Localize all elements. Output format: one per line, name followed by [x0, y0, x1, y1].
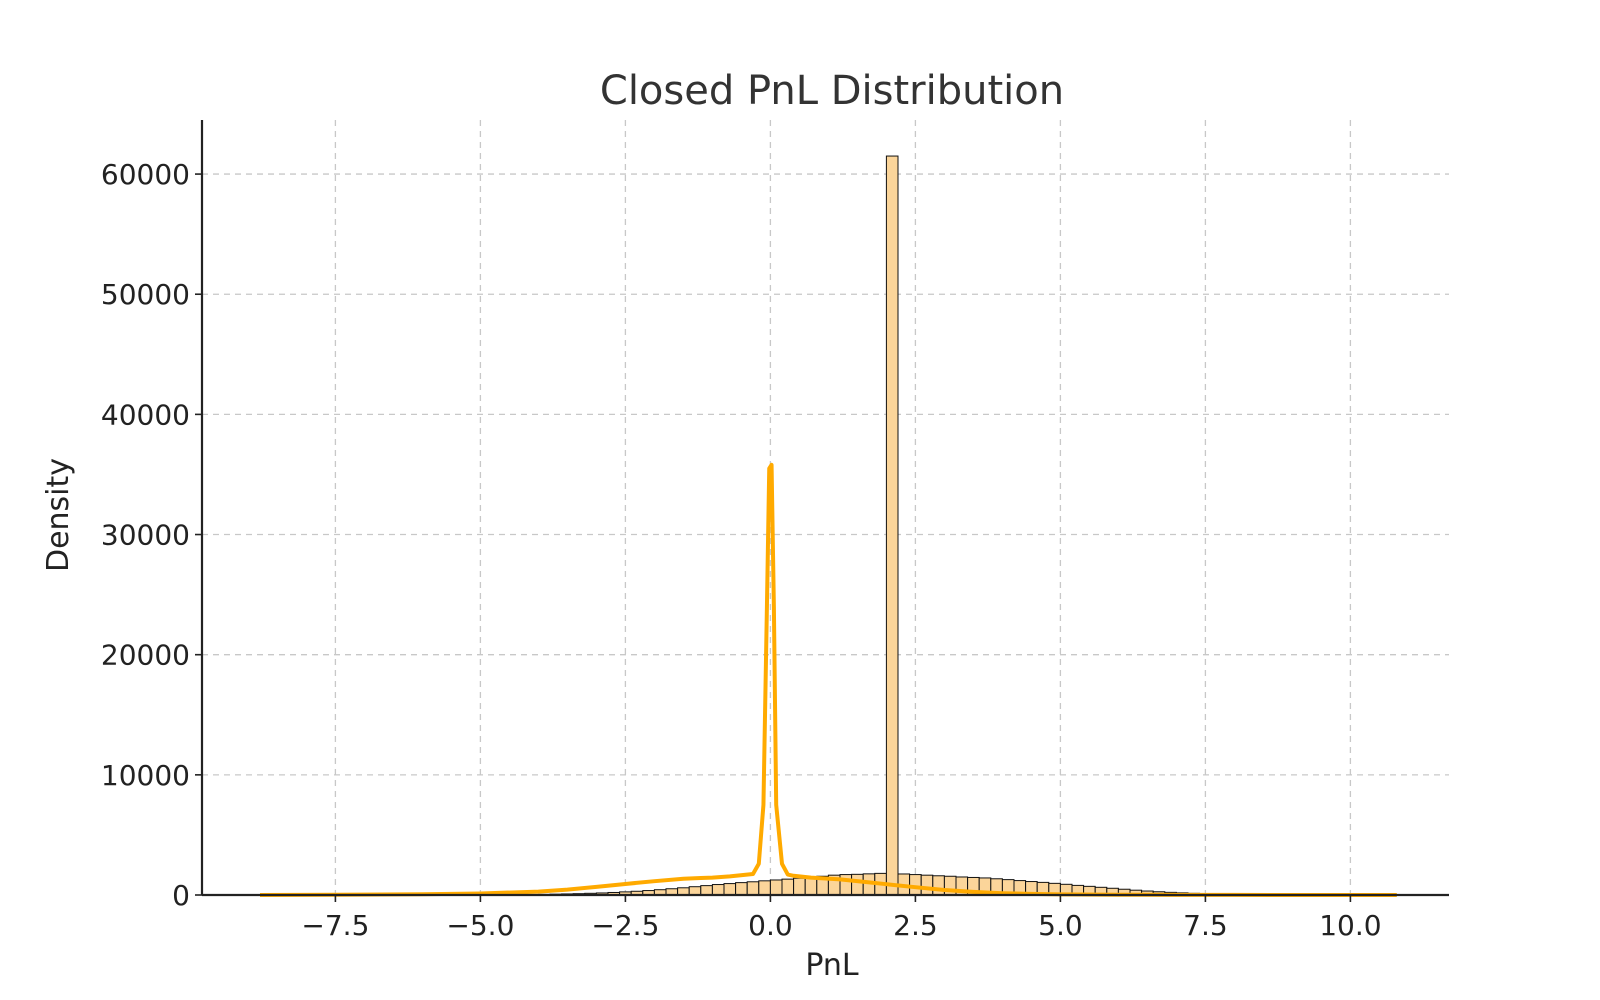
y-tick-label: 0 [172, 879, 190, 912]
grid [202, 120, 1449, 895]
histogram-bar [781, 878, 795, 896]
kde-curve-group [259, 462, 1397, 897]
histogram-bar [769, 879, 783, 896]
histogram-bar [851, 873, 864, 896]
histogram-bar [758, 880, 771, 896]
y-tick-label: 20000 [101, 639, 190, 672]
x-tick-label: −7.5 [301, 909, 369, 942]
histogram-bar [688, 886, 702, 896]
x-tick-label: −5.0 [446, 909, 514, 942]
y-tick-label: 40000 [101, 398, 190, 431]
y-tick-label: 30000 [101, 519, 190, 552]
x-tick-label: −2.5 [591, 909, 659, 942]
histogram-bar [885, 155, 899, 896]
histogram-bar [932, 875, 945, 896]
histogram-bar [920, 874, 934, 896]
histogram-bar [804, 876, 818, 896]
x-tick-label: 2.5 [893, 909, 938, 942]
histogram-bar [700, 885, 713, 896]
x-tick-label: 10.0 [1319, 909, 1381, 942]
y-tick-label: 60000 [101, 158, 190, 191]
y-axis-label: Density [41, 458, 76, 572]
y-tick-label: 10000 [101, 759, 190, 792]
histogram-bar [735, 882, 748, 896]
chart-title: Closed PnL Distribution [600, 68, 1064, 114]
axes [200, 120, 1449, 897]
x-axis-label: PnL [805, 948, 859, 983]
x-tick-label: 5.0 [1038, 909, 1083, 942]
histogram-bar [746, 881, 760, 896]
histogram-bar [793, 877, 806, 896]
kde-curve [259, 462, 1397, 897]
tick-labels: −7.5 −5.0 −2.5 0.0 2.5 5.0 7.5 10.0 0 10000 20000 3… [101, 158, 1382, 942]
x-tick-label: 0.0 [748, 909, 793, 942]
histogram-bar [711, 884, 725, 896]
histogram-bar [723, 883, 737, 896]
x-tick-label: 7.5 [1183, 909, 1228, 942]
y-tick-label: 50000 [101, 278, 190, 311]
